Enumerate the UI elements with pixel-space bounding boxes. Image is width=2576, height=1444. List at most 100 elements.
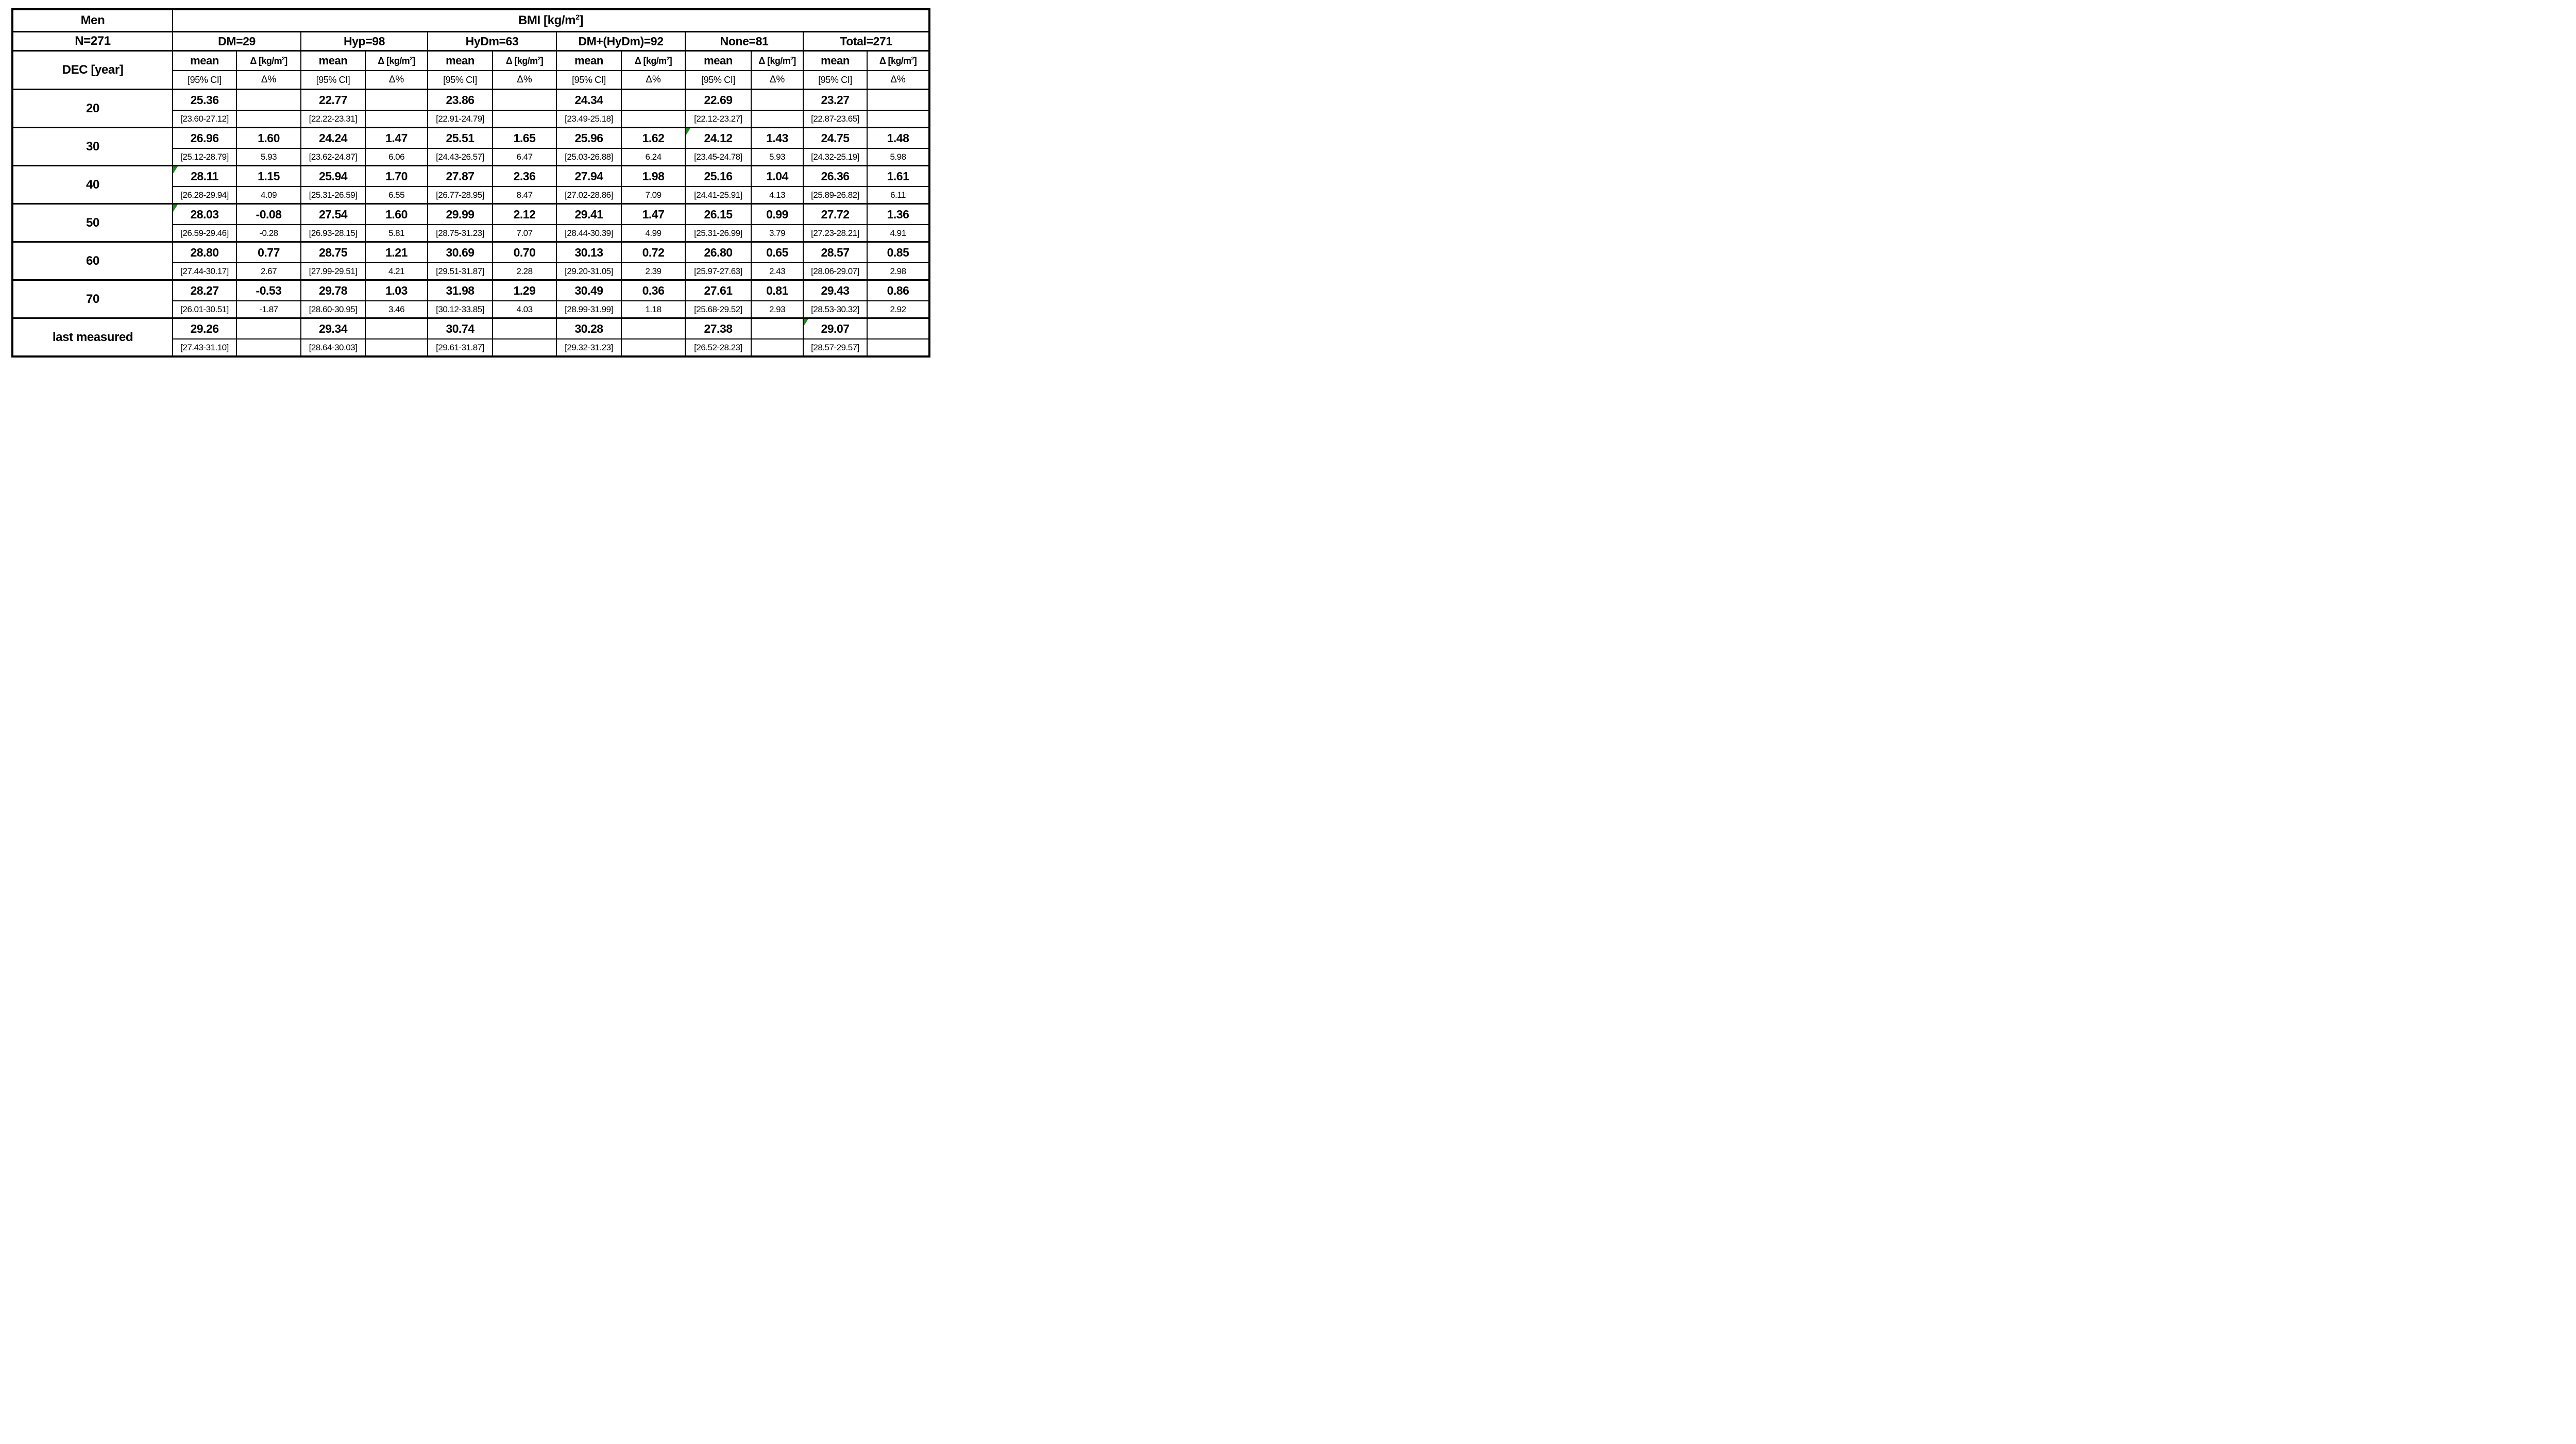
cell-dm-hydm-30-mean: 25.96 bbox=[556, 127, 622, 149]
cell-hyp-20-ci: [22.22-23.31] bbox=[300, 110, 366, 128]
sample-size-cell: N=271 bbox=[12, 31, 173, 52]
cell-hydm-40-delta: 2.36 bbox=[492, 165, 557, 187]
delta-unit-suffix: ] bbox=[412, 55, 415, 66]
cell-hyp-70-ci: [28.60-30.95] bbox=[300, 300, 366, 319]
bmi-unit-header-cell: BMI [kg/m2] bbox=[172, 8, 930, 32]
cell-dm-hydm-40-ci: [27.02-28.86] bbox=[556, 186, 622, 205]
delta-unit-superscript: 2 bbox=[790, 56, 793, 62]
cell-none-40-ci: [24.41-25.91] bbox=[685, 186, 752, 205]
cell-dm-40-dpct: 4.09 bbox=[236, 186, 301, 205]
cell-dm-hydm-20-mean: 24.34 bbox=[556, 89, 622, 111]
delta-unit-prefix: Δ [kg/m bbox=[250, 55, 282, 66]
page-background: { "meta": { "gender_label": "Men", "n_la… bbox=[0, 0, 939, 361]
cell-hyp-30-dpct: 6.06 bbox=[365, 148, 428, 166]
dpct-col-header-hydm: Δ% bbox=[492, 70, 557, 90]
cell-total-20-ci: [22.87-23.65] bbox=[803, 110, 868, 128]
mean-col-header-hyp: mean bbox=[300, 50, 366, 71]
dpct-col-header-none: Δ% bbox=[751, 70, 804, 90]
cell-dm-hydm-last-measured-delta bbox=[621, 317, 686, 339]
delta-unit-superscript: 2 bbox=[537, 56, 541, 62]
delta-col-header-total: Δ [kg/m2] bbox=[866, 50, 930, 71]
table-body: 20 25.36 22.77 23.86 24.34 22.69 23.27 [23.60-2… bbox=[12, 89, 930, 357]
group-header-dm-hydm: DM+(HyDm)=92 bbox=[556, 31, 686, 52]
cell-hydm-50-ci: [28.75-31.23] bbox=[427, 224, 493, 243]
cell-hyp-50-delta: 1.60 bbox=[365, 203, 428, 225]
cell-hydm-70-dpct: 4.03 bbox=[492, 300, 557, 319]
cell-hydm-last-measured-mean: 30.74 bbox=[427, 317, 493, 339]
cell-hyp-50-mean: 27.54 bbox=[300, 203, 366, 225]
data-row-70-mean: 70 28.27 -0.53 29.78 1.03 31.98 1.29 30.49 0.36 2… bbox=[12, 279, 930, 319]
cell-dm-30-delta: 1.60 bbox=[236, 127, 301, 149]
cell-total-last-measured-ci: [28.57-29.57] bbox=[803, 338, 868, 357]
cell-none-70-ci: [25.68-29.52] bbox=[685, 300, 752, 319]
cell-total-40-dpct: 6.11 bbox=[866, 186, 930, 205]
cell-hyp-40-mean: 25.94 bbox=[300, 165, 366, 187]
cell-dm-60-delta: 0.77 bbox=[236, 241, 301, 263]
delta-col-header-hyp: Δ [kg/m2] bbox=[365, 50, 428, 71]
cell-dm-last-measured-delta bbox=[236, 317, 301, 339]
cell-total-70-ci: [28.53-30.32] bbox=[803, 300, 868, 319]
row-label-20: 20 bbox=[12, 89, 173, 128]
cell-hydm-70-ci: [30.12-33.85] bbox=[427, 300, 493, 319]
delta-col-header-dm-hydm: Δ [kg/m2] bbox=[621, 50, 686, 71]
cell-dm-hydm-70-delta: 0.36 bbox=[621, 279, 686, 301]
cell-hyp-60-ci: [27.99-29.51] bbox=[300, 262, 366, 281]
cell-hyp-70-dpct: 3.46 bbox=[365, 300, 428, 319]
cell-dm-hydm-20-dpct bbox=[621, 110, 686, 128]
cell-hyp-last-measured-delta bbox=[365, 317, 428, 339]
cell-none-30-ci: [23.45-24.78] bbox=[685, 148, 752, 166]
cell-hydm-50-delta: 2.12 bbox=[492, 203, 557, 225]
cell-dm-hydm-30-ci: [25.03-26.88] bbox=[556, 148, 622, 166]
cell-total-40-delta: 1.61 bbox=[866, 165, 930, 187]
ci-col-header-hydm: [95% CI] bbox=[427, 70, 493, 90]
data-row-30-ci: [25.12-28.79] 5.93 [23.62-24.87] 6.06 [24.43… bbox=[12, 148, 930, 166]
row-label-70: 70 bbox=[12, 279, 173, 319]
cell-dm-hydm-60-ci: [29.20-31.05] bbox=[556, 262, 622, 281]
cell-dm-50-ci: [26.59-29.46] bbox=[172, 224, 237, 243]
cell-dm-hydm-60-mean: 30.13 bbox=[556, 241, 622, 263]
cell-hyp-30-ci: [23.62-24.87] bbox=[300, 148, 366, 166]
cell-none-40-dpct: 4.13 bbox=[751, 186, 804, 205]
cell-hyp-20-delta bbox=[365, 89, 428, 111]
delta-unit-superscript: 2 bbox=[410, 56, 413, 62]
cell-dm-70-delta: -0.53 bbox=[236, 279, 301, 301]
cell-total-60-ci: [28.06-29.07] bbox=[803, 262, 868, 281]
cell-total-40-mean: 26.36 bbox=[803, 165, 868, 187]
cell-none-30-dpct: 5.93 bbox=[751, 148, 804, 166]
delta-unit-superscript: 2 bbox=[666, 56, 670, 62]
cell-none-60-ci: [25.97-27.63] bbox=[685, 262, 752, 281]
cell-none-50-mean: 26.15 bbox=[685, 203, 752, 225]
cell-dm-hydm-70-ci: [28.99-31.99] bbox=[556, 300, 622, 319]
row-label-50: 50 bbox=[12, 203, 173, 243]
delta-unit-prefix: Δ [kg/m bbox=[758, 55, 791, 66]
cell-hydm-20-ci: [22.91-24.79] bbox=[427, 110, 493, 128]
cell-none-30-mean: 24.12 bbox=[685, 127, 752, 149]
cell-none-20-delta bbox=[751, 89, 804, 111]
cell-dm-70-dpct: -1.87 bbox=[236, 300, 301, 319]
cell-dm-last-measured-dpct bbox=[236, 338, 301, 357]
delta-unit-suffix: ] bbox=[913, 55, 917, 66]
cell-none-50-delta: 0.99 bbox=[751, 203, 804, 225]
data-row-last-measured-mean: last measured 29.26 29.34 30.74 30.28 27.38 29… bbox=[12, 317, 930, 357]
cell-hyp-last-measured-ci: [28.64-30.03] bbox=[300, 338, 366, 357]
cell-hyp-last-measured-mean: 29.34 bbox=[300, 317, 366, 339]
data-row-70-ci: [26.01-30.51] -1.87 [28.60-30.95] 3.46 [30.1… bbox=[12, 300, 930, 319]
cell-total-50-dpct: 4.91 bbox=[866, 224, 930, 243]
delta-unit-prefix: Δ [kg/m bbox=[879, 55, 911, 66]
dpct-col-header-total: Δ% bbox=[866, 70, 930, 90]
delta-unit-suffix: ] bbox=[669, 55, 672, 66]
cell-hydm-last-measured-dpct bbox=[492, 338, 557, 357]
delta-unit-prefix: Δ [kg/m bbox=[634, 55, 667, 66]
cell-dm-hydm-50-mean: 29.41 bbox=[556, 203, 622, 225]
cell-none-70-dpct: 2.93 bbox=[751, 300, 804, 319]
cell-dm-hydm-60-dpct: 2.39 bbox=[621, 262, 686, 281]
cell-dm-20-dpct bbox=[236, 110, 301, 128]
cell-dm-hydm-60-delta: 0.72 bbox=[621, 241, 686, 263]
cell-hydm-20-dpct bbox=[492, 110, 557, 128]
cell-total-30-ci: [24.32-25.19] bbox=[803, 148, 868, 166]
cell-hyp-70-delta: 1.03 bbox=[365, 279, 428, 301]
cell-dm-60-dpct: 2.67 bbox=[236, 262, 301, 281]
cell-dm-60-ci: [27.44-30.17] bbox=[172, 262, 237, 281]
cell-dm-last-measured-ci: [27.43-31.10] bbox=[172, 338, 237, 357]
header-row-mean-delta: DEC [year] mean Δ [kg/m2] mean Δ [kg/m2]… bbox=[12, 50, 930, 90]
